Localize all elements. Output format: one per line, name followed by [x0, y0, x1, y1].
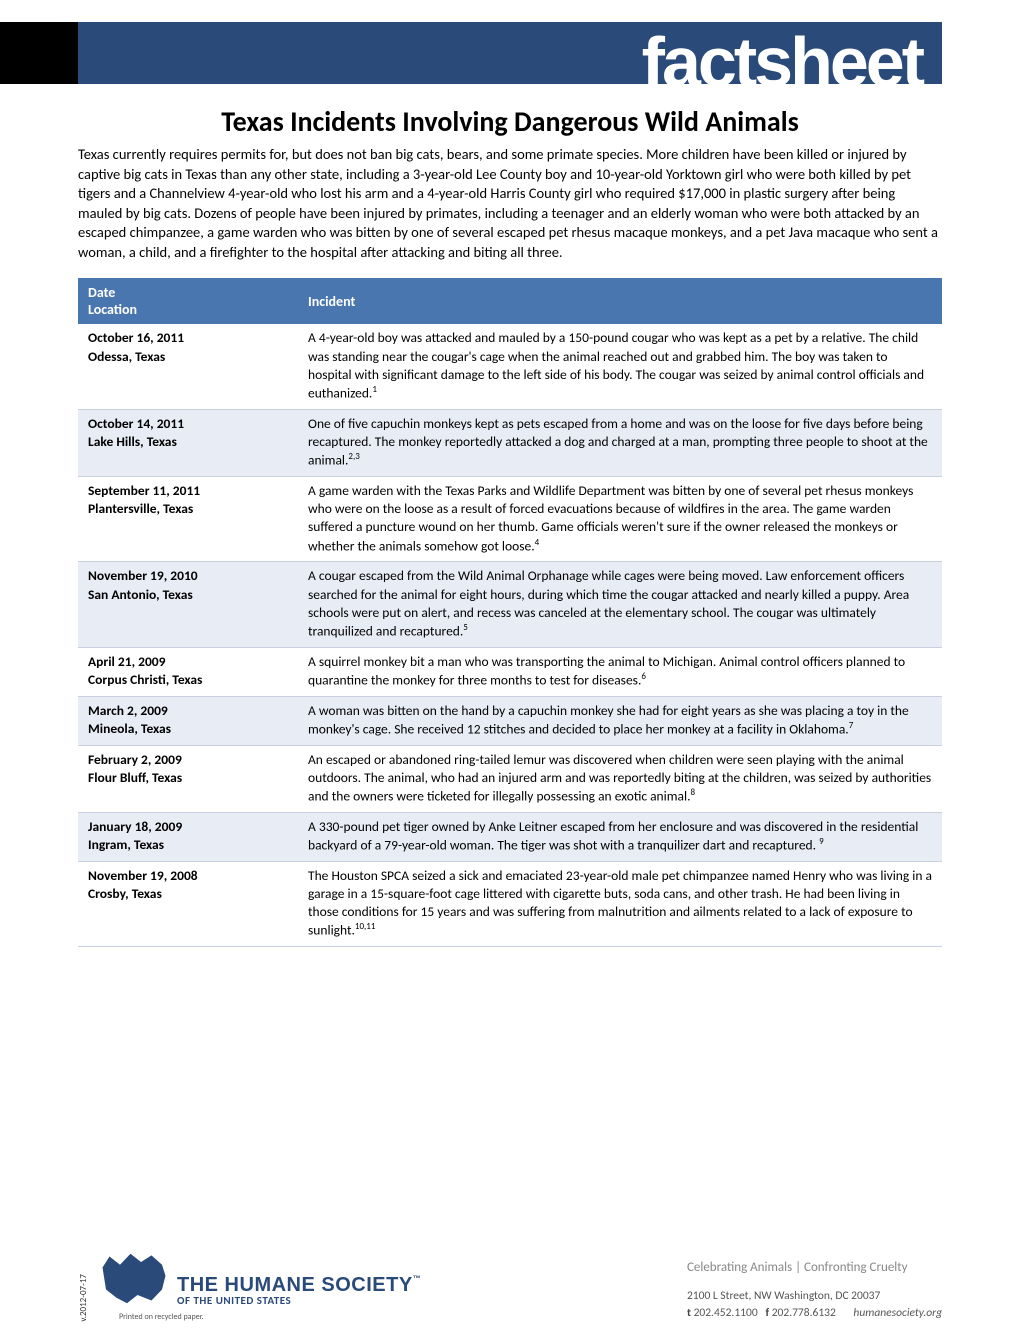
footer-contact: Celebrating Animals | Confronting Cruelt… — [687, 1258, 942, 1322]
date-location-cell: February 2, 2009Flour Bluff, Texas — [78, 745, 298, 812]
table-header-row: Date Location Incident — [78, 278, 942, 324]
incident-location: Crosby, Texas — [88, 885, 288, 903]
footer: v.2012-07-17 THE HUMANE SOCIETY™ OF THE … — [78, 1251, 942, 1322]
incident-location: Odessa, Texas — [88, 348, 288, 366]
incident-location: San Antonio, Texas — [88, 586, 288, 604]
incident-date: September 11, 2011 — [88, 482, 200, 499]
date-location-cell: January 18, 2009Ingram, Texas — [78, 812, 298, 861]
table-row: April 21, 2009 Corpus Christi, TexasA sq… — [78, 647, 942, 696]
date-location-cell: March 2, 2009Mineola, Texas — [78, 696, 298, 745]
date-location-cell: October 14, 2011Lake Hills, Texas — [78, 409, 298, 476]
logo-block: THE HUMANE SOCIETY™ OF THE UNITED STATES… — [99, 1251, 421, 1322]
incident-cell: One of five capuchin monkeys kept as pet… — [298, 409, 942, 476]
incident-date: March 2, 2009 — [88, 702, 168, 719]
date-location-cell: October 16, 2011 Odessa, Texas — [78, 324, 298, 409]
incident-location: Flour Bluff, Texas — [88, 769, 288, 787]
footnote-ref: 9 — [819, 836, 824, 847]
tagline: Celebrating Animals | Confronting Cruelt… — [687, 1258, 942, 1278]
incident-date: October 16, 2011 — [88, 329, 184, 346]
footnote-ref: 2,3 — [348, 451, 359, 462]
footnote-ref: 4 — [535, 537, 540, 548]
incident-location: Corpus Christi, Texas — [88, 671, 288, 689]
incident-date: November 19, 2010 — [88, 567, 198, 584]
phone-line: t 202.452.1100 f 202.778.6132 humanesoci… — [687, 1305, 942, 1322]
banner-title: factsheet — [642, 34, 922, 90]
incident-cell: A cougar escaped from the Wild Animal Or… — [298, 562, 942, 647]
date-location-cell: November 19, 2010 San Antonio, Texas — [78, 562, 298, 647]
incident-location: Ingram, Texas — [88, 836, 288, 854]
recycled-note: Printed on recycled paper. — [119, 1312, 421, 1322]
footnote-ref: 6 — [641, 671, 646, 682]
col-header-date: Date — [88, 284, 115, 301]
incident-location: Plantersville, Texas — [88, 500, 288, 518]
incident-location: Mineola, Texas — [88, 720, 288, 738]
incidents-table: Date Location Incident October 16, 2011O… — [78, 278, 942, 947]
footnote-ref: 7 — [849, 720, 854, 731]
incident-cell: An escaped or abandoned ring-tailed lemu… — [298, 745, 942, 812]
header-accent-block — [0, 22, 78, 84]
incident-date: February 2, 2009 — [88, 751, 182, 768]
table-row: November 19, 2008Crosby, TexasThe Housto… — [78, 861, 942, 946]
incident-cell: A 330-pound pet tiger owned by Anke Leit… — [298, 812, 942, 861]
col-header-date-location: Date Location — [78, 278, 298, 324]
logo-sub-text: OF THE UNITED STATES — [177, 1295, 421, 1306]
date-location-cell: November 19, 2008Crosby, Texas — [78, 861, 298, 946]
incident-cell: A game warden with the Texas Parks and W… — [298, 476, 942, 561]
col-header-incident: Incident — [298, 278, 942, 324]
intro-paragraph: Texas currently requires permits for, bu… — [78, 145, 942, 262]
incident-cell: A squirrel monkey bit a man who was tran… — [298, 647, 942, 696]
table-row: October 14, 2011Lake Hills, TexasOne of … — [78, 409, 942, 476]
table-row: February 2, 2009Flour Bluff, TexasAn esc… — [78, 745, 942, 812]
incident-cell: The Houston SPCA seized a sick and emaci… — [298, 861, 942, 946]
humane-society-logo-icon — [99, 1251, 169, 1306]
incident-cell: A 4-year-old boy was attacked and mauled… — [298, 324, 942, 409]
incident-date: January 18, 2009 — [88, 818, 182, 835]
incident-cell: A woman was bitten on the hand by a capu… — [298, 696, 942, 745]
address-line: 2100 L Street, NW Washington, DC 20037 — [687, 1288, 942, 1305]
date-location-cell: September 11, 2011Plantersville, Texas — [78, 476, 298, 561]
incident-date: October 14, 2011 — [88, 415, 184, 432]
table-body: October 16, 2011 Odessa, Texas A 4-year-ol… — [78, 324, 942, 946]
date-location-cell: April 21, 2009 Corpus Christi, Texas — [78, 647, 298, 696]
incident-date: November 19, 2008 — [88, 867, 198, 884]
logo-main-text: THE HUMANE SOCIETY™ — [177, 1275, 421, 1295]
table-row: November 19, 2010 San Antonio, Texas A cou… — [78, 562, 942, 647]
incident-date: April 21, 2009 — [88, 653, 166, 670]
footnote-ref: 1 — [372, 384, 377, 395]
col-header-location: Location — [88, 301, 137, 318]
table-row: September 11, 2011Plantersville, TexasA … — [78, 476, 942, 561]
version-label: v.2012-07-17 — [78, 1274, 89, 1322]
table-row: March 2, 2009Mineola, TexasA woman was b… — [78, 696, 942, 745]
table-row: October 16, 2011 Odessa, Texas A 4-year-ol… — [78, 324, 942, 409]
page-title: Texas Incidents Involving Dangerous Wild… — [78, 104, 942, 139]
incident-location: Lake Hills, Texas — [88, 433, 288, 451]
footnote-ref: 8 — [691, 787, 696, 798]
content-area: Texas Incidents Involving Dangerous Wild… — [0, 84, 1020, 947]
header-banner: factsheet — [0, 22, 1020, 84]
footnote-ref: 5 — [463, 622, 468, 633]
table-row: January 18, 2009Ingram, TexasA 330-pound… — [78, 812, 942, 861]
header-main-bar: factsheet — [78, 22, 942, 84]
footnote-ref: 10,11 — [355, 921, 376, 932]
